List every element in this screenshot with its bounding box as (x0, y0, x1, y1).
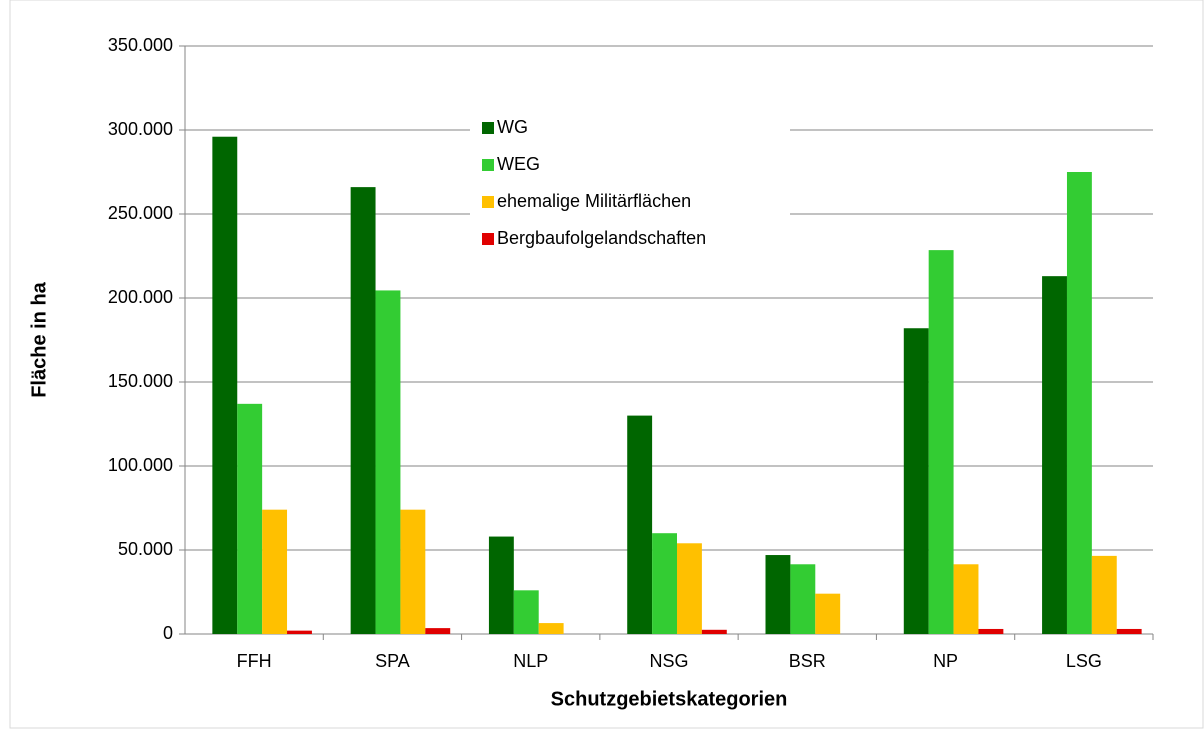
bar (978, 628, 1004, 634)
bar (488, 536, 514, 634)
x-tick-label: NSG (649, 651, 688, 671)
y-tick-label: 150.000 (108, 371, 173, 391)
bar (815, 593, 841, 634)
x-tick-label: BSR (789, 651, 826, 671)
bar (212, 136, 238, 634)
x-tick-label: LSG (1066, 651, 1102, 671)
x-tick-label: SPA (375, 651, 410, 671)
bar (1116, 628, 1142, 634)
y-tick-label: 0 (163, 623, 173, 643)
bar (1042, 276, 1067, 634)
bar (237, 403, 263, 634)
bar (765, 555, 791, 634)
bar (627, 415, 653, 634)
bar (538, 623, 564, 634)
legend-swatch (482, 233, 494, 245)
bar (400, 509, 426, 634)
bar (652, 533, 677, 634)
bar (287, 630, 312, 634)
y-tick-label: 50.000 (118, 539, 173, 559)
legend-swatch (482, 196, 494, 208)
y-axis-label: Fläche in ha (28, 281, 50, 397)
bar (903, 328, 929, 634)
x-tick-label: NLP (513, 651, 548, 671)
bar (350, 187, 376, 634)
bar (701, 629, 727, 634)
bar (928, 250, 954, 634)
bar (953, 564, 979, 634)
legend-label: ehemalige Militärflächen (497, 191, 691, 211)
bar (677, 543, 702, 634)
bar (425, 628, 451, 634)
y-tick-label: 350.000 (108, 35, 173, 55)
bar (262, 509, 288, 634)
x-tick-label: FFH (237, 651, 272, 671)
legend-label: Bergbaufolgelandschaften (497, 228, 706, 248)
legend-box (470, 108, 790, 258)
legend-label: WG (497, 117, 528, 137)
y-tick-label: 250.000 (108, 203, 173, 223)
legend-swatch (482, 122, 494, 134)
y-tick-label: 100.000 (108, 455, 173, 475)
x-tick-label: NP (933, 651, 958, 671)
legend-label: WEG (497, 154, 540, 174)
bar (790, 564, 816, 634)
y-tick-label: 200.000 (108, 287, 173, 307)
y-tick-label: 300.000 (108, 119, 173, 139)
x-axis-label: Schutzgebietskategorien (551, 688, 788, 710)
bar (1066, 172, 1092, 634)
bar (1091, 555, 1117, 634)
legend-swatch (482, 159, 494, 171)
bar (375, 290, 401, 634)
bar (513, 590, 539, 634)
